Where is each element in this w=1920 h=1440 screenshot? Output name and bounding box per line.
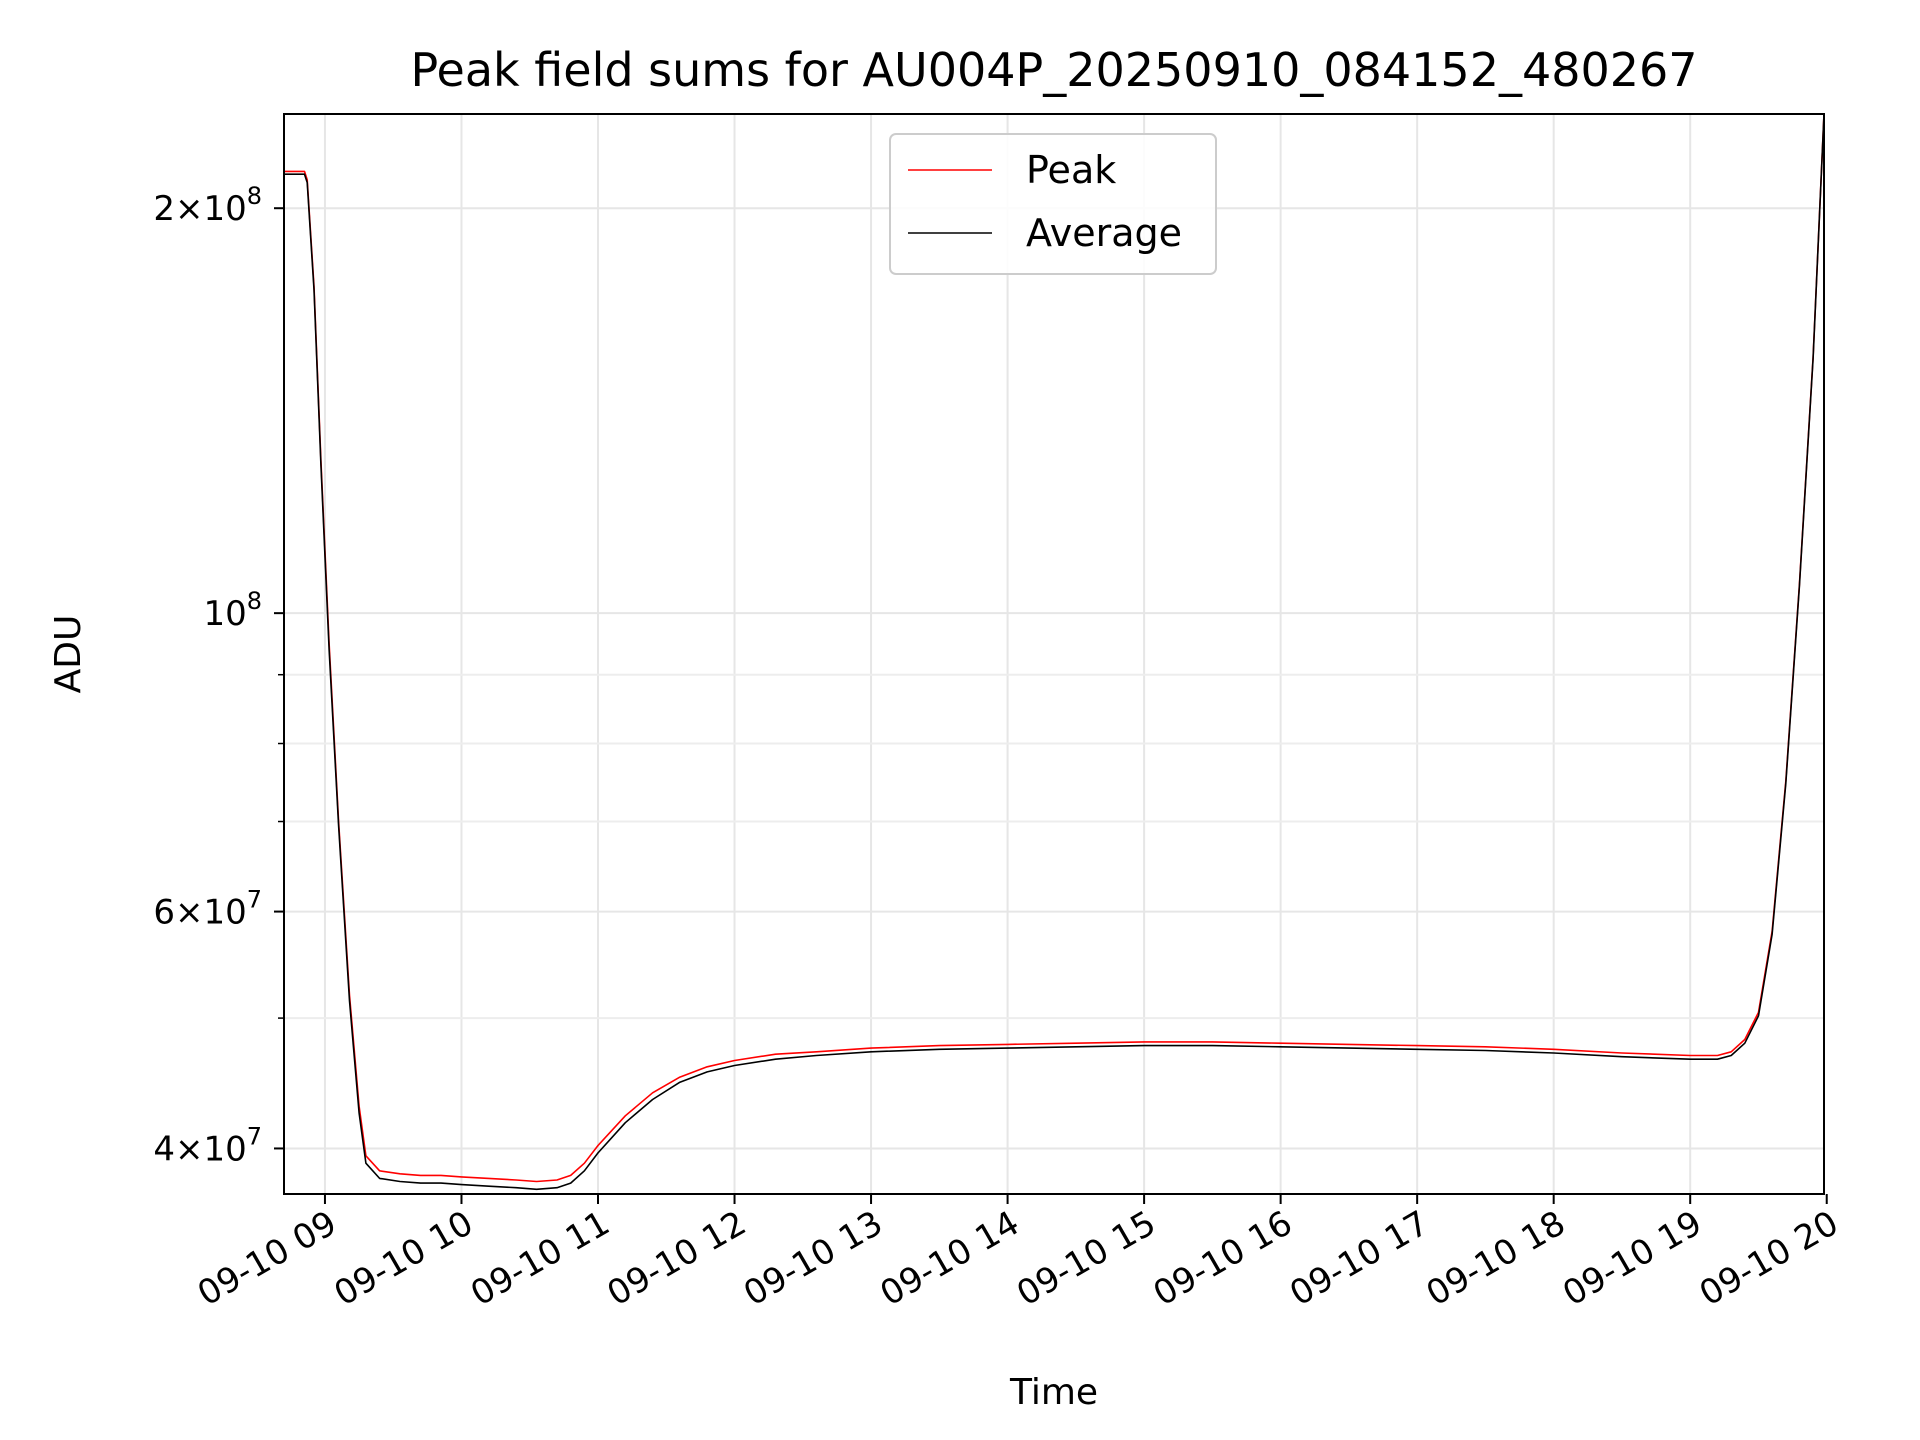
y-axis-label: ADU: [48, 615, 89, 694]
y-axis: 4×107 6×107 108 2×108: [153, 182, 284, 1169]
chart-title: Peak field sums for AU004P_20250910_0841…: [410, 43, 1697, 97]
series-line-peak: [284, 114, 1824, 1183]
legend-average-label: Average: [1026, 211, 1182, 255]
x-axis-label: Time: [1009, 1372, 1098, 1413]
legend-peak-label: Peak: [1026, 148, 1116, 192]
plot-frame: [283, 113, 1825, 1195]
plot-area: [283, 113, 1825, 1195]
legend-box: [889, 133, 1217, 275]
y-tick-label: 2×108: [153, 182, 262, 229]
y-tick-label: 108: [203, 587, 262, 634]
y-tick-label: 6×107: [153, 886, 262, 933]
plot-background: [284, 114, 1824, 1194]
series-line-average: [284, 114, 1824, 1191]
series-layer: [284, 114, 1824, 1191]
y-tick-label: 4×107: [153, 1122, 262, 1169]
legend: Peak Average: [889, 133, 1217, 275]
